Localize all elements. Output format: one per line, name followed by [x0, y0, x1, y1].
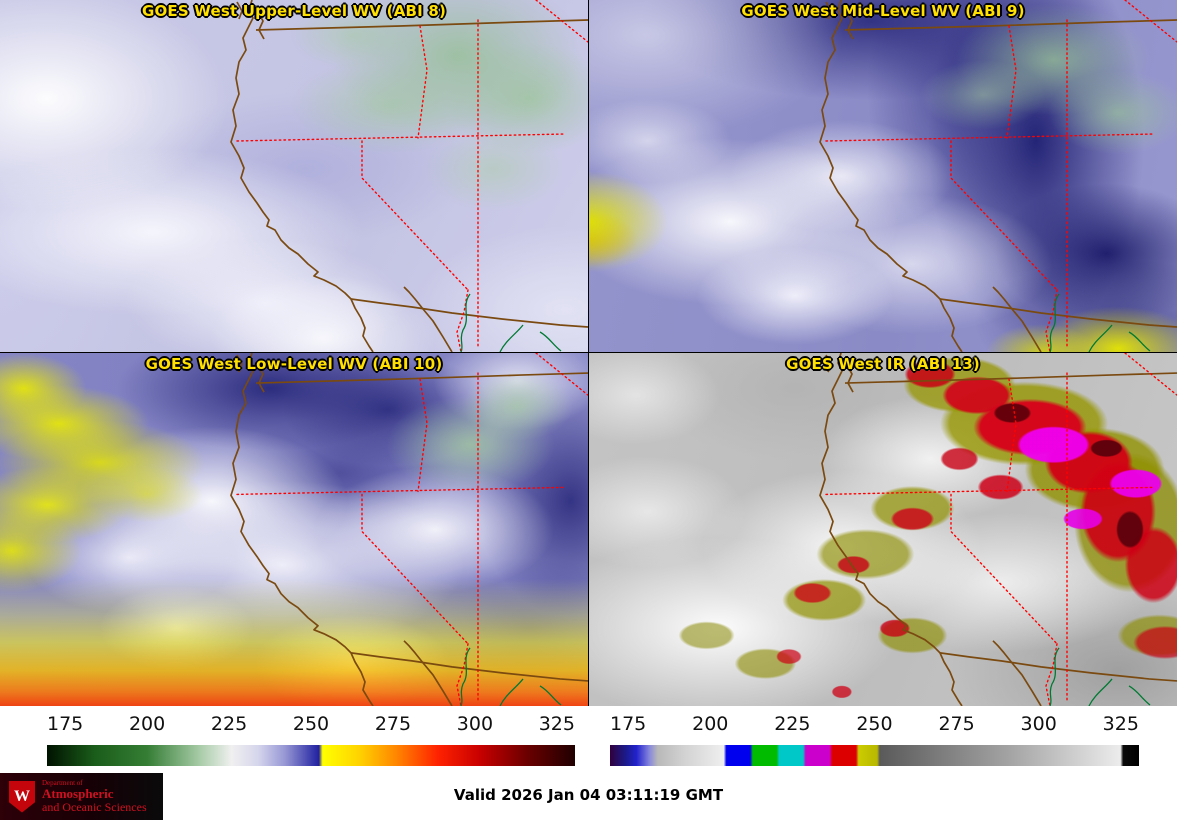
- satellite-image-ir: [589, 353, 1177, 706]
- satellite-image-upper-wv: [0, 0, 588, 352]
- wv-colorbar-ticks: 175 200 225 250 275 300 325: [47, 713, 575, 735]
- ir-colorbar-gradient: [610, 745, 1139, 766]
- logo-name-line1: Atmospheric: [42, 786, 114, 802]
- logo-name-line2: and Oceanic Sciences: [42, 799, 147, 814]
- ir-colorbar-ticks: 175 200 225 250 275 300 325: [610, 713, 1139, 735]
- map-borders-overlay: [819, 0, 1177, 352]
- ir-colorbar: 175 200 225 250 275 300 325: [588, 706, 1177, 773]
- logo-text: Department of Atmospheric and Oceanic Sc…: [42, 778, 147, 814]
- aos-logo: W Department of Atmospheric and Oceanic …: [0, 773, 163, 820]
- tick-label: 250: [856, 713, 893, 735]
- tick-label: 325: [538, 713, 575, 735]
- satellite-quadrant-grid: GOES West Upper-Level WV (ABI 8) GOES We…: [0, 0, 1177, 706]
- tick-label: 225: [774, 713, 811, 735]
- satellite-image-mid-wv: [589, 0, 1177, 352]
- map-borders-overlay: [230, 353, 588, 706]
- tick-label: 175: [610, 713, 647, 735]
- panel-title-abi8: GOES West Upper-Level WV (ABI 8): [141, 2, 447, 20]
- panel-ir: GOES West IR (ABI 13): [589, 353, 1177, 706]
- tick-label: 250: [292, 713, 330, 735]
- panel-title-abi10: GOES West Low-Level WV (ABI 10): [145, 355, 443, 373]
- crest-letter: W: [14, 787, 30, 805]
- tick-label: 200: [692, 713, 729, 735]
- tick-label: 300: [1020, 713, 1057, 735]
- panel-mid-level-wv: GOES West Mid-Level WV (ABI 9): [589, 0, 1177, 352]
- wv-colorbar: 175 200 225 250 275 300 325: [0, 706, 588, 773]
- tick-label: 200: [128, 713, 166, 735]
- valid-timestamp: Valid 2026 Jan 04 03:11:19 GMT: [453, 786, 724, 804]
- tick-label: 275: [938, 713, 975, 735]
- panel-upper-level-wv: GOES West Upper-Level WV (ABI 8): [0, 0, 588, 352]
- panel-title-abi9: GOES West Mid-Level WV (ABI 9): [741, 2, 1025, 20]
- satellite-image-low-wv: [0, 353, 588, 706]
- panel-low-level-wv: GOES West Low-Level WV (ABI 10): [0, 353, 588, 706]
- tick-label: 275: [374, 713, 412, 735]
- logo-dept-text: Department of: [42, 778, 83, 787]
- map-borders-overlay: [230, 0, 588, 352]
- wv-colorbar-gradient: [47, 745, 575, 766]
- tick-label: 325: [1102, 713, 1139, 735]
- map-borders-overlay: [819, 353, 1177, 706]
- colorbar-row: 175 200 225 250 275 300 325 175 200 225 …: [0, 706, 1177, 773]
- footer: W Department of Atmospheric and Oceanic …: [0, 773, 1177, 820]
- panel-title-abi13: GOES West IR (ABI 13): [786, 355, 980, 373]
- tick-label: 175: [47, 713, 84, 735]
- tick-label: 300: [456, 713, 494, 735]
- tick-label: 225: [210, 713, 248, 735]
